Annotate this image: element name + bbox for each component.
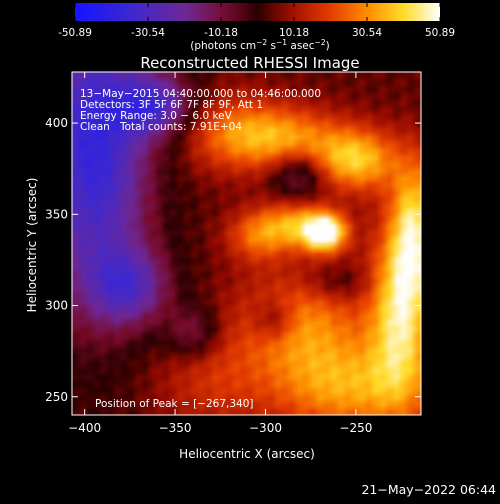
x-tick-label: −300 <box>249 421 282 435</box>
colorbar-units: (photons cm−2 s−1 asec−2) <box>190 38 329 52</box>
colorbar-tick-label: -10.18 <box>204 27 238 39</box>
colorbar: -50.89 -30.54 -10.18 10.18 30.54 50.89 (photo… <box>58 3 455 52</box>
colorbar-tick-label: 30.54 <box>352 27 382 39</box>
annotation-energy: Energy Range: 3.0 − 6.0 keV <box>80 110 233 122</box>
x-axis-ticks: −400 −350 −300 −250 <box>68 72 372 435</box>
colorbar-ticks: -50.89 -30.54 -10.18 10.18 30.54 50.89 <box>58 3 455 39</box>
plot-frame <box>71 71 422 416</box>
annotation-counts: Total counts: 7.91E+04 <box>119 121 242 133</box>
annotation-peak: Position of Peak = [−267,340] <box>95 398 254 410</box>
y-tick-label: 300 <box>45 299 68 313</box>
colorbar-tick-label: 50.89 <box>425 27 455 39</box>
y-tick-label: 250 <box>45 390 68 404</box>
colorbar-tick-label: 10.18 <box>279 27 309 39</box>
overlay-annotations: 13−May−2015 04:40:00.000 to 04:46:00.000… <box>80 88 321 410</box>
chart-title: Reconstructed RHESSI Image <box>140 54 359 72</box>
y-axis-ticks: 250 300 350 400 <box>45 116 421 404</box>
colorbar-gradient <box>75 3 440 21</box>
annotation-detectors: Detectors: 3F 5F 6F 7F 8F 9F, Att 1 <box>80 99 263 111</box>
plot-area: 13−May−2015 04:40:00.000 to 04:46:00.000… <box>45 71 422 435</box>
x-tick-label: −350 <box>159 421 192 435</box>
annotation-time: 13−May−2015 04:40:00.000 to 04:46:00.000 <box>80 88 321 100</box>
x-tick-label: −250 <box>339 421 372 435</box>
y-axis-label: Heliocentric Y (arcsec) <box>25 178 39 313</box>
x-tick-label: −400 <box>68 421 101 435</box>
x-axis-label: Heliocentric X (arcsec) <box>179 447 315 461</box>
heatmap-image <box>72 72 421 415</box>
y-tick-label: 350 <box>45 207 68 221</box>
annotation-clean: Clean <box>80 121 110 133</box>
colorbar-tick-label: -30.54 <box>131 27 165 39</box>
y-tick-label: 400 <box>45 116 68 130</box>
colorbar-tick-label: -50.89 <box>58 27 92 39</box>
footer-timestamp: 21−May−2022 06:44 <box>361 482 496 497</box>
